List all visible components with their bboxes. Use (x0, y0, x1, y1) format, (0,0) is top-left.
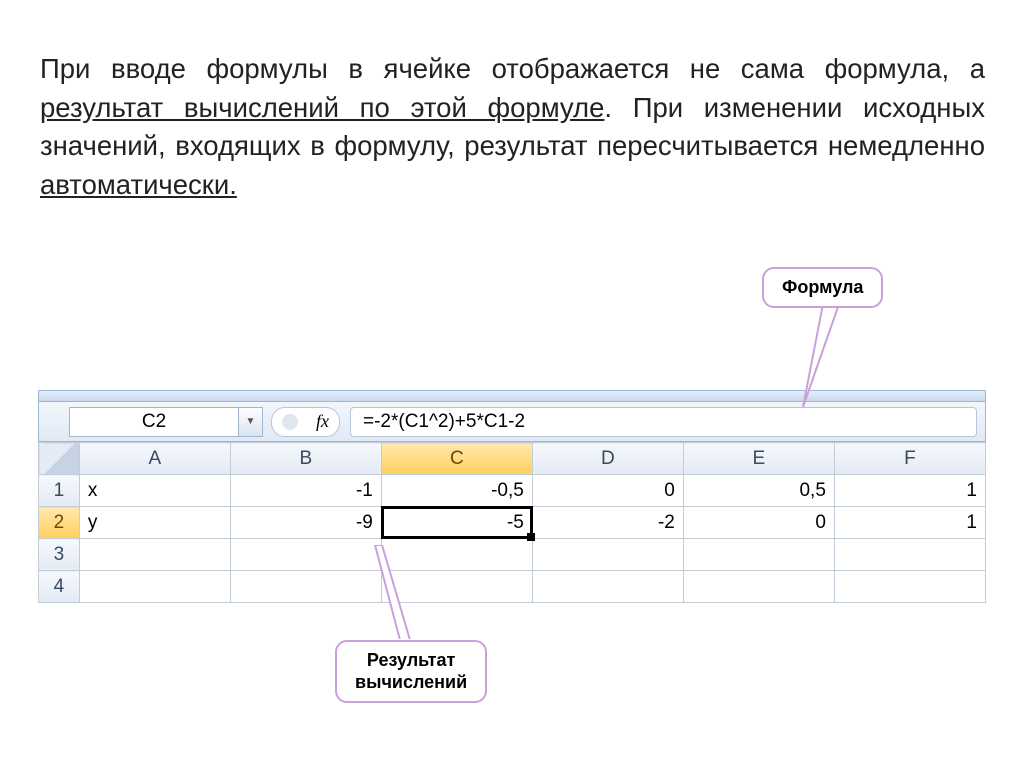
col-header-C[interactable]: C (381, 443, 532, 475)
cell-E2[interactable]: 0 (683, 507, 834, 539)
col-header-A[interactable]: A (79, 443, 230, 475)
col-header-B[interactable]: B (230, 443, 381, 475)
col-header-D[interactable]: D (532, 443, 683, 475)
cell-F4[interactable] (834, 571, 985, 603)
formula-text: =-2*(C1^2)+5*C1-2 (363, 411, 525, 433)
cell-A3[interactable] (79, 539, 230, 571)
callout-formula-label: Формула (782, 277, 863, 297)
callout-formula-tail (798, 302, 858, 412)
cell-D4[interactable] (532, 571, 683, 603)
table-row: 3 (39, 539, 986, 571)
text-1: При вводе формулы в ячейке отображается … (40, 53, 985, 84)
cell-C2[interactable]: -5 (381, 507, 532, 539)
select-all-corner[interactable] (39, 443, 80, 475)
cell-E1[interactable]: 0,5 (683, 475, 834, 507)
cell-E4[interactable] (683, 571, 834, 603)
callout-result-l1: Результат (355, 650, 467, 672)
cell-D2[interactable]: -2 (532, 507, 683, 539)
row-header-3[interactable]: 3 (39, 539, 80, 571)
cell-C1[interactable]: -0,5 (381, 475, 532, 507)
formula-input[interactable]: =-2*(C1^2)+5*C1-2 (350, 407, 977, 437)
underline-1: результат вычислений по этой формуле (40, 92, 604, 123)
cell-A4[interactable] (79, 571, 230, 603)
cell-B3[interactable] (230, 539, 381, 571)
callout-result-tail (370, 545, 430, 645)
column-header-row: A B C D E F (39, 443, 986, 475)
cell-B2[interactable]: -9 (230, 507, 381, 539)
callout-formula: Формула (762, 267, 883, 308)
cell-F2[interactable]: 1 (834, 507, 985, 539)
table-row: 4 (39, 571, 986, 603)
col-header-E[interactable]: E (683, 443, 834, 475)
table-row: 2 y -9 -5 -2 0 1 (39, 507, 986, 539)
fx-cancel-icon[interactable] (282, 414, 298, 430)
name-box-value: C2 (142, 411, 166, 433)
row-header-2[interactable]: 2 (39, 507, 80, 539)
table-row: 1 x -1 -0,5 0 0,5 1 (39, 475, 986, 507)
cell-F1[interactable]: 1 (834, 475, 985, 507)
cell-D3[interactable] (532, 539, 683, 571)
cell-B1[interactable]: -1 (230, 475, 381, 507)
callout-result: Результат вычислений (335, 640, 487, 703)
cell-B4[interactable] (230, 571, 381, 603)
col-header-F[interactable]: F (834, 443, 985, 475)
explanatory-paragraph: При вводе формулы в ячейке отображается … (40, 50, 985, 204)
row-header-4[interactable]: 4 (39, 571, 80, 603)
cell-D1[interactable]: 0 (532, 475, 683, 507)
fx-icon[interactable]: fx (316, 411, 329, 432)
cell-A2[interactable]: y (79, 507, 230, 539)
row-header-1[interactable]: 1 (39, 475, 80, 507)
cell-A1[interactable]: x (79, 475, 230, 507)
cell-E3[interactable] (683, 539, 834, 571)
underline-2: автоматически. (40, 169, 237, 200)
cell-F3[interactable] (834, 539, 985, 571)
spreadsheet-grid: A B C D E F 1 x -1 -0,5 0 0,5 1 2 y -9 -… (38, 442, 986, 603)
name-box-dropdown[interactable]: ▼ (239, 407, 263, 437)
chevron-down-icon: ▼ (246, 416, 256, 427)
cell-C2-value: -5 (507, 512, 524, 533)
fx-button-group: fx (271, 407, 340, 437)
callout-result-l2: вычислений (355, 672, 467, 694)
name-box[interactable]: C2 (69, 407, 239, 437)
